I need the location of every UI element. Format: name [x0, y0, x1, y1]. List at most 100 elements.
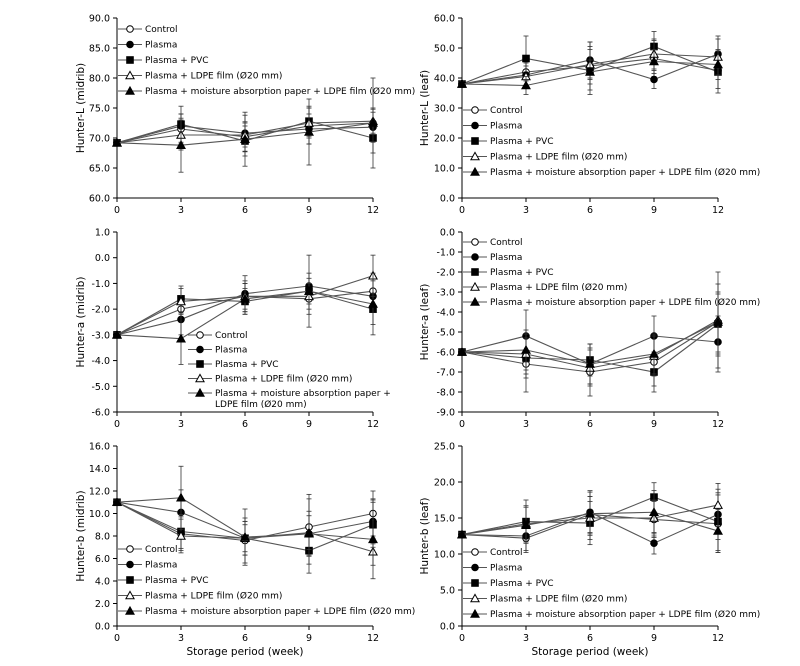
- x-tick-label: 3: [523, 205, 529, 216]
- legend-label: Plasma + moisture absorption paper + LDP…: [490, 609, 760, 620]
- data-point: [585, 66, 595, 76]
- legend-marker: [126, 40, 134, 49]
- legend-label: Control: [490, 238, 523, 248]
- x-tick-label: 12: [367, 419, 379, 430]
- y-tick-label: -4.0: [91, 356, 110, 367]
- y-tick-label: -4.0: [436, 308, 455, 319]
- x-tick-label: 3: [178, 419, 184, 430]
- y-tick-label: 10.0: [434, 164, 455, 175]
- legend-marker: [471, 268, 479, 276]
- legend-label: Plasma + LDPE film (Ø20 mm): [215, 374, 352, 385]
- legend-label: Plasma: [490, 122, 522, 132]
- legend-label: Plasma: [215, 346, 247, 356]
- legend-label: Plasma + moisture absorption paper + LDP…: [145, 86, 415, 97]
- data-point: [368, 117, 378, 127]
- x-tick-label: 9: [651, 419, 657, 430]
- x-tick-label: 9: [651, 205, 657, 216]
- data-point: [112, 497, 122, 507]
- x-axis-title: Storage period (week): [532, 646, 649, 658]
- x-tick-label: 6: [587, 419, 593, 430]
- data-point: [522, 54, 530, 63]
- y-tick-label: 12.0: [89, 487, 110, 498]
- series-5: [112, 254, 378, 365]
- y-tick-label: 25.0: [434, 442, 455, 453]
- legend-marker: [196, 360, 204, 368]
- y-tick-label: 75.0: [89, 104, 110, 115]
- series-5: [457, 49, 723, 95]
- y-tick-label: 10.0: [434, 550, 455, 561]
- data-point: [304, 285, 314, 295]
- y-axis-title: Hunter-b (leaf): [419, 498, 431, 575]
- y-axis-title: Hunter-b (midrib): [75, 490, 87, 581]
- y-tick-label: 8.0: [95, 532, 110, 543]
- data-point: [585, 508, 595, 518]
- legend-label: Plasma: [145, 561, 177, 571]
- legend: Control Plasma Plasma + PVC Plasma + LDPE f…: [118, 545, 415, 617]
- x-tick-label: 6: [242, 419, 248, 430]
- legend-marker: [471, 548, 479, 556]
- legend-marker: [471, 253, 479, 261]
- legend-marker: [471, 238, 479, 246]
- x-tick-label: 0: [114, 419, 120, 430]
- y-tick-label: -5.0: [436, 328, 455, 339]
- y-tick-label: 60.0: [89, 194, 110, 205]
- y-tick-label: 90.0: [89, 14, 110, 25]
- data-point: [240, 531, 250, 541]
- y-tick-label: 0.0: [440, 622, 455, 633]
- legend-marker: [471, 106, 479, 114]
- y-tick-label: 80.0: [89, 74, 110, 85]
- y-tick-label: 4.0: [95, 577, 110, 588]
- legend-marker: [470, 593, 480, 603]
- y-tick-label: -3.0: [91, 330, 110, 341]
- data-point: [176, 296, 186, 306]
- y-tick-label: -1.0: [436, 248, 455, 259]
- legend: Control Plasma Plasma + PVC Plasma + LDPE f…: [463, 238, 760, 308]
- data-point: [649, 507, 659, 517]
- legend-label: Plasma + moisture absorption paper + LDP…: [490, 297, 760, 308]
- x-tick-label: 12: [712, 419, 724, 430]
- x-tick-label: 0: [459, 419, 465, 430]
- y-tick-label: 20.0: [434, 478, 455, 489]
- legend: Control Plasma Plasma + PVC Plasma + LDPE f…: [463, 106, 760, 178]
- legend-marker: [125, 590, 135, 600]
- y-tick-label: 60.0: [434, 14, 455, 25]
- data-point: [304, 126, 314, 136]
- legend: Control Plasma Plasma + PVC Plasma + LDPE f…: [463, 548, 760, 620]
- y-tick-label: -3.0: [436, 288, 455, 299]
- legend-label: Plasma + LDPE film (Ø20 mm): [490, 282, 627, 293]
- legend-marker: [470, 166, 480, 176]
- chart-L-midrib: 60.0 65.0 70.0 75.0 80.0 85.0 90.0 0 3 6 9 12 Hunter…: [75, 14, 415, 217]
- legend-marker: [471, 563, 479, 572]
- series-5: [112, 77, 378, 173]
- y-tick-label: 65.0: [89, 164, 110, 175]
- data-point: [368, 298, 378, 308]
- x-tick-label: 6: [587, 205, 593, 216]
- data-point: [713, 525, 723, 535]
- y-tick-label: -8.0: [436, 388, 455, 399]
- x-tick-label: 9: [651, 633, 657, 644]
- data-point: [585, 358, 595, 368]
- legend-label: Plasma: [490, 564, 522, 574]
- legend-marker: [195, 387, 205, 397]
- y-tick-label: 85.0: [89, 44, 110, 55]
- data-point: [521, 344, 531, 354]
- legend-label: Control: [490, 548, 523, 558]
- y-tick-label: 30.0: [434, 104, 455, 115]
- x-axis-title: Storage period (week): [187, 646, 304, 658]
- y-tick-label: -1.0: [91, 279, 110, 290]
- x-tick-label: 6: [242, 205, 248, 216]
- y-tick-label: 6.0: [95, 554, 110, 565]
- legend-marker: [471, 579, 479, 587]
- legend-marker: [126, 545, 134, 553]
- x-tick-label: 3: [178, 633, 184, 644]
- legend: Control Plasma Plasma + PVC Plasma + LDPE f…: [188, 331, 391, 410]
- series-5: [457, 291, 723, 385]
- legend-label: Plasma + PVC: [215, 360, 279, 370]
- data-point: [650, 75, 658, 84]
- data-point: [521, 520, 531, 529]
- y-tick-label: 40.0: [434, 74, 455, 85]
- chart-b-leaf: 0.0 5.0 10.0 15.0 20.0 25.0 0 3 6 9 12 Hunter-b (le…: [419, 442, 760, 645]
- y-tick-label: 0.0: [440, 228, 455, 239]
- y-tick-label: 10.0: [89, 509, 110, 520]
